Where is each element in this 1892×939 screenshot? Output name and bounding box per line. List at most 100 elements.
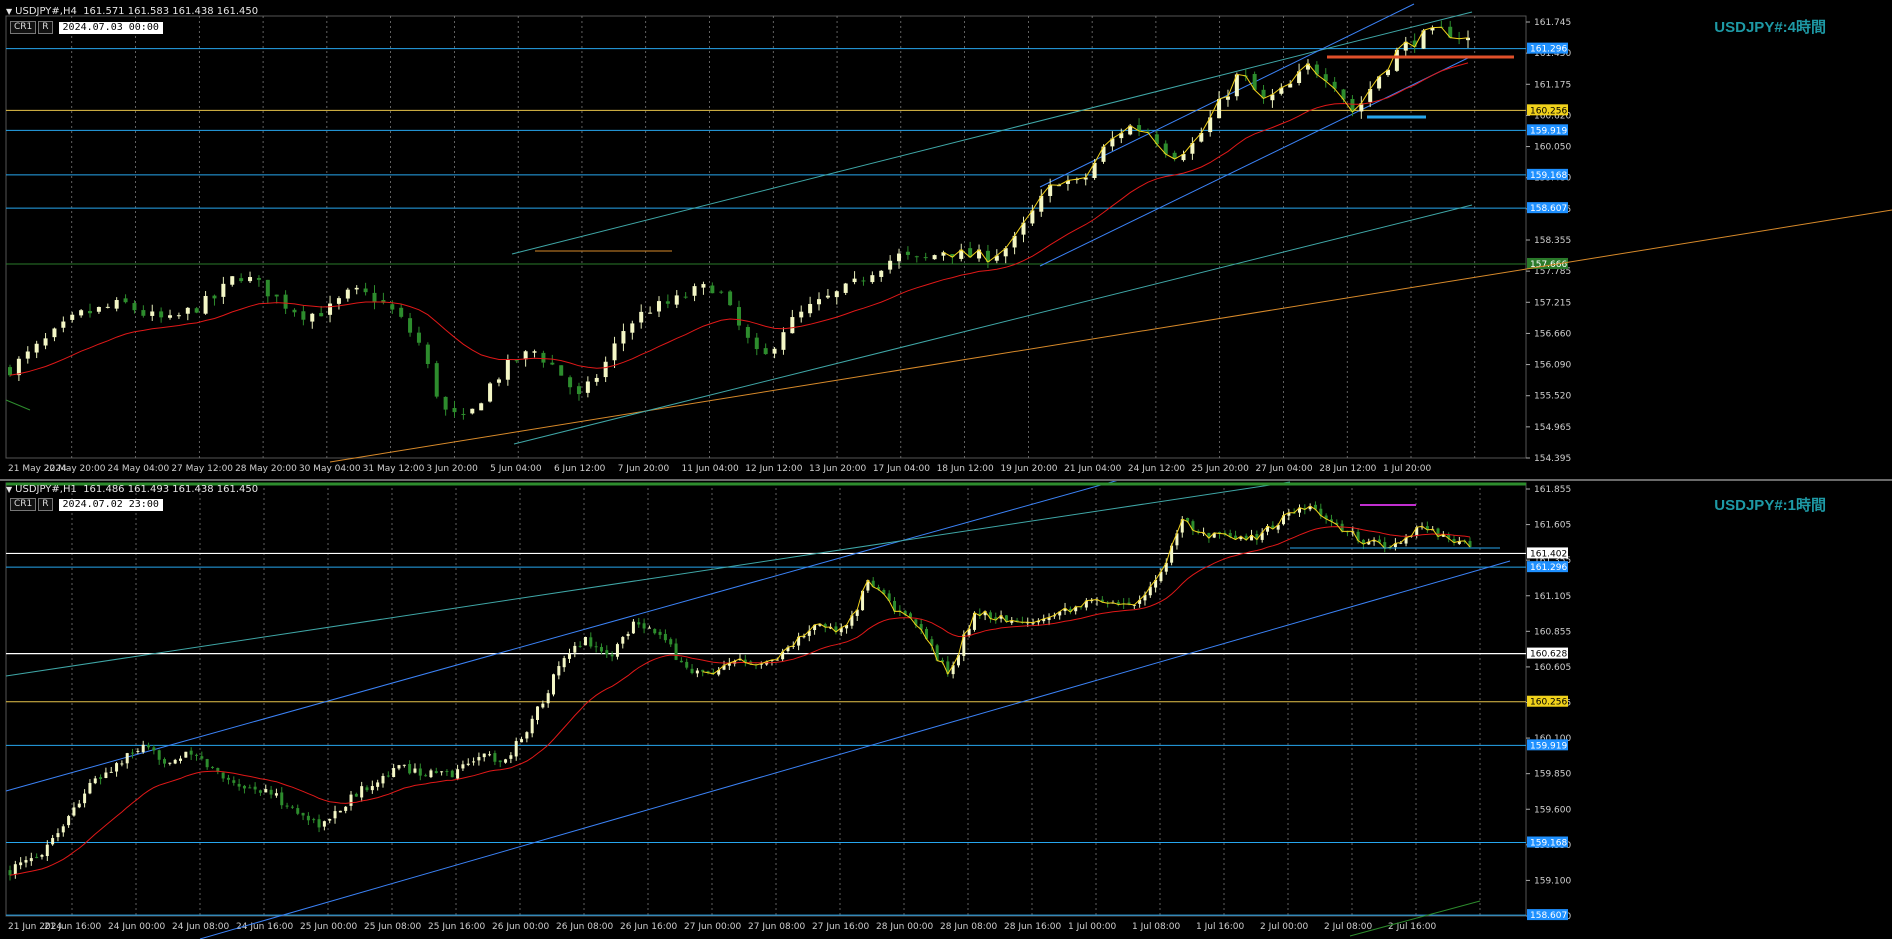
candle-body [621, 637, 625, 644]
candle-body [372, 292, 377, 302]
cr1-button[interactable]: CR1 [10, 21, 37, 34]
candle-body [365, 787, 369, 791]
price-axis-label: 161.175 [1534, 80, 1571, 90]
time-axis-label: 31 May 12:00 [363, 464, 425, 474]
candle-body [631, 621, 635, 634]
candle-body [159, 311, 164, 318]
candle-body [498, 760, 502, 763]
candle-body [1276, 524, 1280, 530]
candle-body [43, 338, 48, 346]
candle-body [1319, 508, 1323, 516]
candle-body [626, 633, 630, 637]
candle-body [310, 313, 315, 322]
candle-body [594, 377, 599, 382]
h4-chart-pane[interactable]: 21 May 2024 22 May 20:00 24 May 04:00 27 Ma… [0, 0, 1892, 480]
candle-body [328, 303, 333, 315]
candle-body [1308, 506, 1312, 510]
candle-body [312, 819, 316, 821]
candle-body [120, 763, 124, 765]
candle-body [717, 669, 721, 675]
candle-body [496, 379, 501, 383]
time-axis-label: 11 Jun 04:00 [682, 464, 739, 474]
h1-chart-pane[interactable]: 21 Jun 2024 21 Jun 16:00 24 Jun 00:00 24 Ju… [0, 481, 1892, 939]
candle-body [1154, 134, 1159, 145]
trend-line [513, 204, 1473, 445]
candle-body [477, 757, 481, 761]
candle-body [168, 315, 173, 318]
candle-body [408, 318, 413, 333]
time-axis-label: 24 Jun 12:00 [1128, 464, 1185, 474]
r-button[interactable]: R [38, 498, 53, 511]
candle-body [514, 741, 518, 757]
candle-body [1159, 571, 1163, 582]
candle-body [424, 775, 428, 777]
candle-body [333, 811, 337, 819]
level-price-tag [1527, 561, 1568, 573]
time-axis-label: 28 Jun 16:00 [1004, 922, 1061, 932]
candle-body [1372, 539, 1376, 542]
time-axis-label: 27 Jun 04:00 [1255, 464, 1312, 474]
candle-body [1394, 49, 1399, 71]
candle-body [585, 381, 590, 393]
candle-body [1356, 531, 1360, 541]
candle-body [1026, 622, 1030, 624]
candle-body [695, 670, 699, 674]
candle-body [825, 295, 830, 298]
candle-body [488, 754, 492, 756]
candle-body [1217, 99, 1222, 119]
candle-body [157, 750, 161, 760]
candle-body [763, 348, 768, 355]
time-axis-label: 27 Jun 16:00 [812, 922, 869, 932]
candle-body [1324, 515, 1328, 519]
candle-body [1100, 599, 1104, 603]
candle-body [51, 838, 55, 845]
candle-body [354, 287, 359, 290]
price-axis-label: 161.745 [1534, 18, 1571, 28]
candle-body [1287, 512, 1291, 516]
time-axis-label: 1 Jul 00:00 [1068, 922, 1117, 932]
candle-body [897, 253, 902, 262]
h4-pane-title: USDJPY#:4時間 [1714, 19, 1826, 36]
level-price-tag [1527, 124, 1568, 136]
time-axis-label: 18 Jun 12:00 [937, 464, 994, 474]
candle-body [1303, 507, 1307, 510]
level-price-tag [1527, 168, 1568, 180]
candle-body [690, 668, 694, 674]
cr1-button[interactable]: CR1 [10, 498, 37, 511]
candle-body [1199, 132, 1204, 142]
candle-body [962, 634, 966, 656]
time-axis-label: 24 Jun 08:00 [172, 922, 229, 932]
candle-body [852, 278, 857, 283]
collapse-triangle-icon[interactable]: ▼ [6, 485, 13, 494]
level-price-text: 161.402 [1530, 549, 1567, 559]
candle-body [669, 639, 673, 645]
candle-body [1393, 543, 1397, 548]
candle-body [719, 291, 724, 293]
candle-body [504, 759, 508, 763]
candle-body [152, 747, 156, 751]
pane-separator[interactable] [0, 479, 1892, 482]
candle-body [248, 277, 253, 282]
candle-body [786, 647, 790, 652]
candle-body [1021, 222, 1026, 235]
candle-body [923, 257, 928, 259]
candle-body [930, 639, 934, 646]
candle-body [790, 317, 795, 334]
candle-body [1430, 27, 1435, 31]
candle-body [338, 810, 342, 813]
candle-body [924, 628, 928, 640]
r-button[interactable]: R [38, 21, 53, 34]
candle-body [523, 351, 528, 360]
candle-body [256, 278, 261, 280]
candle-body [772, 348, 777, 354]
h4-button-row: CR1 R 2024.07.03 00:00 [10, 21, 163, 34]
candle-body [163, 759, 167, 764]
candle-body [1030, 210, 1035, 224]
time-axis-label: 19 Jun 20:00 [1000, 464, 1057, 474]
candle-body [470, 408, 475, 414]
candle-body [93, 778, 97, 784]
collapse-triangle-icon[interactable]: ▼ [6, 7, 13, 16]
candle-body [1297, 71, 1302, 83]
